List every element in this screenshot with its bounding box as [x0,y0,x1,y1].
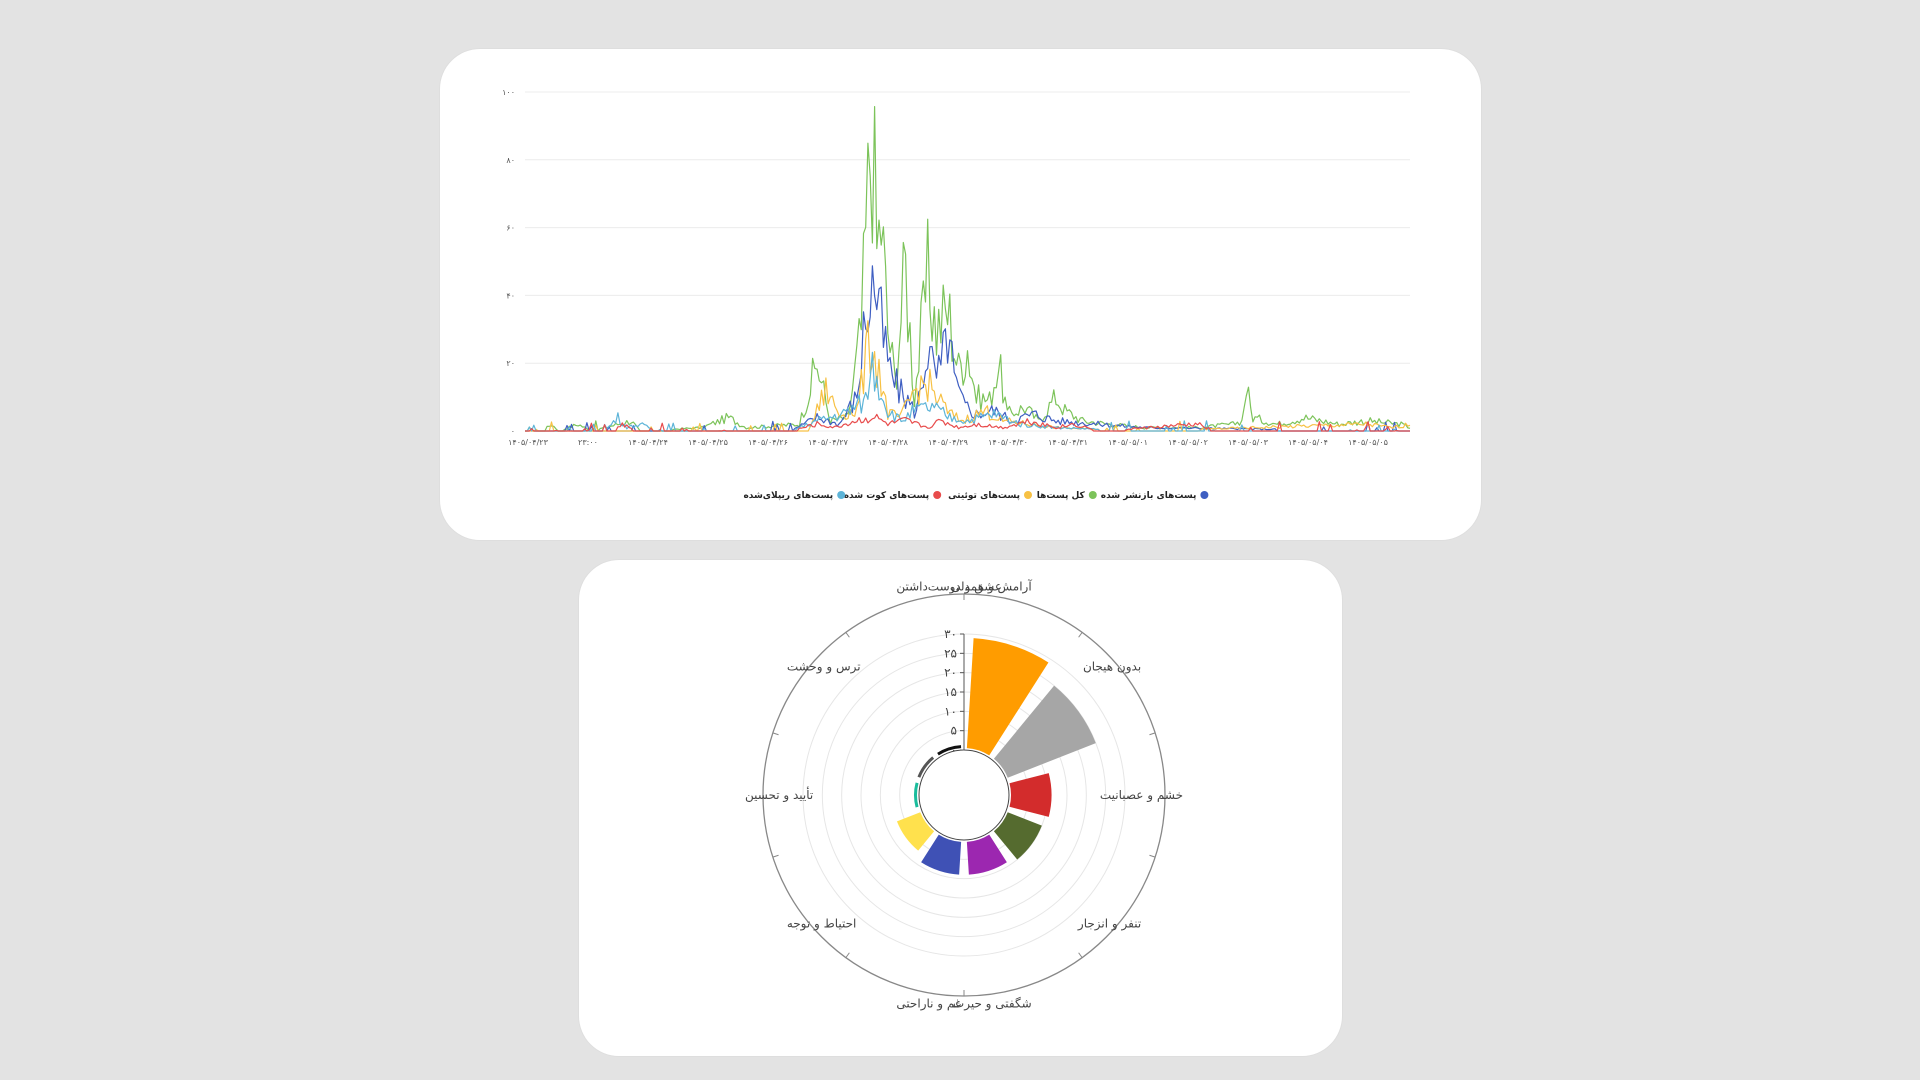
axis-tick [1078,952,1083,958]
polar-chart-card: آرامش و همدلی بدون هیجان خشم و عصبانیت تنفر… [579,560,1342,1056]
line-chart-card: ۰ ۲۰ ۴۰ ۶۰ ۸۰ ۱۰۰ ۱۴۰۵/۰۴/۲۳ ۲۳:۰۰ ۱۴۰۵/۰۴/۲۴ ۱۴۰… [440,49,1481,540]
y-tick-label: ۰ [511,427,515,436]
polar-bar[interactable] [1009,773,1052,817]
series-line [525,320,1411,432]
y-tick-label: ۴۰ [506,291,515,300]
polar-category-label: خشم و عصبانیت [1100,788,1183,803]
polar-bar[interactable] [896,812,935,851]
y-tick-label: ۸۰ [506,156,515,165]
polar-category-label: تنفر و انزجار [1077,917,1141,932]
x-tick-label: ۱۴۰۵/۰۵/۰۴ [1288,438,1328,447]
polar-category-label: بدون هیجان [1083,659,1141,674]
polar-bar[interactable] [921,834,962,875]
radial-tick-label: ۲۵ [944,646,957,660]
x-tick-label: ۱۴۰۵/۰۴/۲۳ [508,438,548,447]
polar-bar[interactable] [993,812,1042,860]
axis-tick [845,632,850,638]
legend-label: پست‌های توئیتی [948,491,1020,501]
x-tick-label: ۱۴۰۵/۰۴/۲۴ [628,438,668,447]
legend-marker [837,491,846,499]
polar-category-label: تأیید و تحسین [745,786,813,803]
legend-marker [1200,491,1209,499]
x-tick-label: ۱۴۰۵/۰۵/۰۵ [1348,438,1388,447]
legend-item[interactable]: پست‌های توئیتی [948,491,1032,501]
series-line [525,265,1410,432]
radial-tick-label: ۵ [951,724,957,738]
polar-category-label: شگفتی و حیرت [953,996,1032,1011]
axis-tick [772,732,779,736]
axis-tick [772,854,779,858]
legend-label: پست‌های کوت شده [844,491,929,501]
x-tick-label: ۱۴۰۵/۰۵/۰۲ [1168,438,1208,447]
series-line [525,106,1411,432]
legend-label: پست‌های بازنشر شده [1101,491,1197,501]
radial-tick-label: ۱۵ [944,685,957,699]
radial-tick-label: ۳۰ [944,627,957,641]
line-chart: ۰ ۲۰ ۴۰ ۶۰ ۸۰ ۱۰۰ ۱۴۰۵/۰۴/۲۳ ۲۳:۰۰ ۱۴۰۵/۰۴/۲۴ ۱۴۰… [502,88,1411,501]
x-tick-label: ۱۴۰۵/۰۴/۳۱ [1048,438,1088,447]
legend-item[interactable]: کل پست‌ها [1037,491,1097,501]
radial-tick-label: ۲۰ [944,666,957,680]
polar-bar[interactable] [917,756,935,778]
legend-item[interactable]: پست‌های ریپلای‌شده [743,491,846,501]
axis-tick [1149,854,1156,858]
polar-category-label: غم و ناراحتی [896,996,961,1011]
polar-bar[interactable] [914,782,919,808]
legend-label: کل پست‌ها [1037,491,1086,501]
legend-marker [933,491,942,499]
polar-category-label: عشق و دوست‌داشتن [896,580,1002,595]
legend-marker [1024,491,1032,499]
polar-bar[interactable] [937,745,962,756]
x-tick-label: ۲۳:۰۰ [578,438,598,447]
polar-category-label: آرامش و همدلی [951,579,1033,595]
legend-item[interactable]: پست‌های کوت شده [844,491,942,501]
radial-tick-label: ۰ [951,743,957,757]
x-tick-label: ۱۴۰۵/۰۴/۲۸ [868,438,908,447]
axis-tick [845,952,850,958]
x-tick-label: ۱۴۰۵/۰۵/۰۳ [1228,438,1268,447]
series-line [525,351,1410,432]
legend-marker [1088,491,1097,499]
legend-item[interactable]: پست‌های بازنشر شده [1101,491,1209,501]
polar-bar[interactable] [966,638,1049,756]
polar-bar[interactable] [966,834,1007,875]
polar-category-label: ترس و وحشت [787,659,861,674]
y-tick-label: ۱۰۰ [502,88,515,97]
x-tick-label: ۱۴۰۵/۰۴/۳۰ [988,438,1028,447]
axis-tick [1078,632,1083,638]
inner-hole [918,749,1010,841]
legend-label: پست‌های ریپلای‌شده [743,491,833,501]
x-tick-label: ۱۴۰۵/۰۴/۲۷ [808,438,848,447]
y-tick-label: ۶۰ [506,224,515,233]
polar-bar[interactable] [993,685,1096,778]
y-tick-label: ۲۰ [506,359,515,368]
x-tick-label: ۱۴۰۵/۰۵/۰۱ [1108,438,1148,447]
x-tick-label: ۱۴۰۵/۰۴/۲۵ [688,438,728,447]
polar-chart: آرامش و همدلی بدون هیجان خشم و عصبانیت تنفر… [745,579,1183,1012]
x-tick-label: ۱۴۰۵/۰۴/۲۹ [928,438,968,447]
axis-tick [1149,732,1156,736]
series-line [525,413,1410,432]
radial-tick-label: ۱۰ [944,704,957,718]
polar-category-label: احتیاط و توجه [787,917,857,932]
x-tick-label: ۱۴۰۵/۰۴/۲۶ [748,438,788,447]
